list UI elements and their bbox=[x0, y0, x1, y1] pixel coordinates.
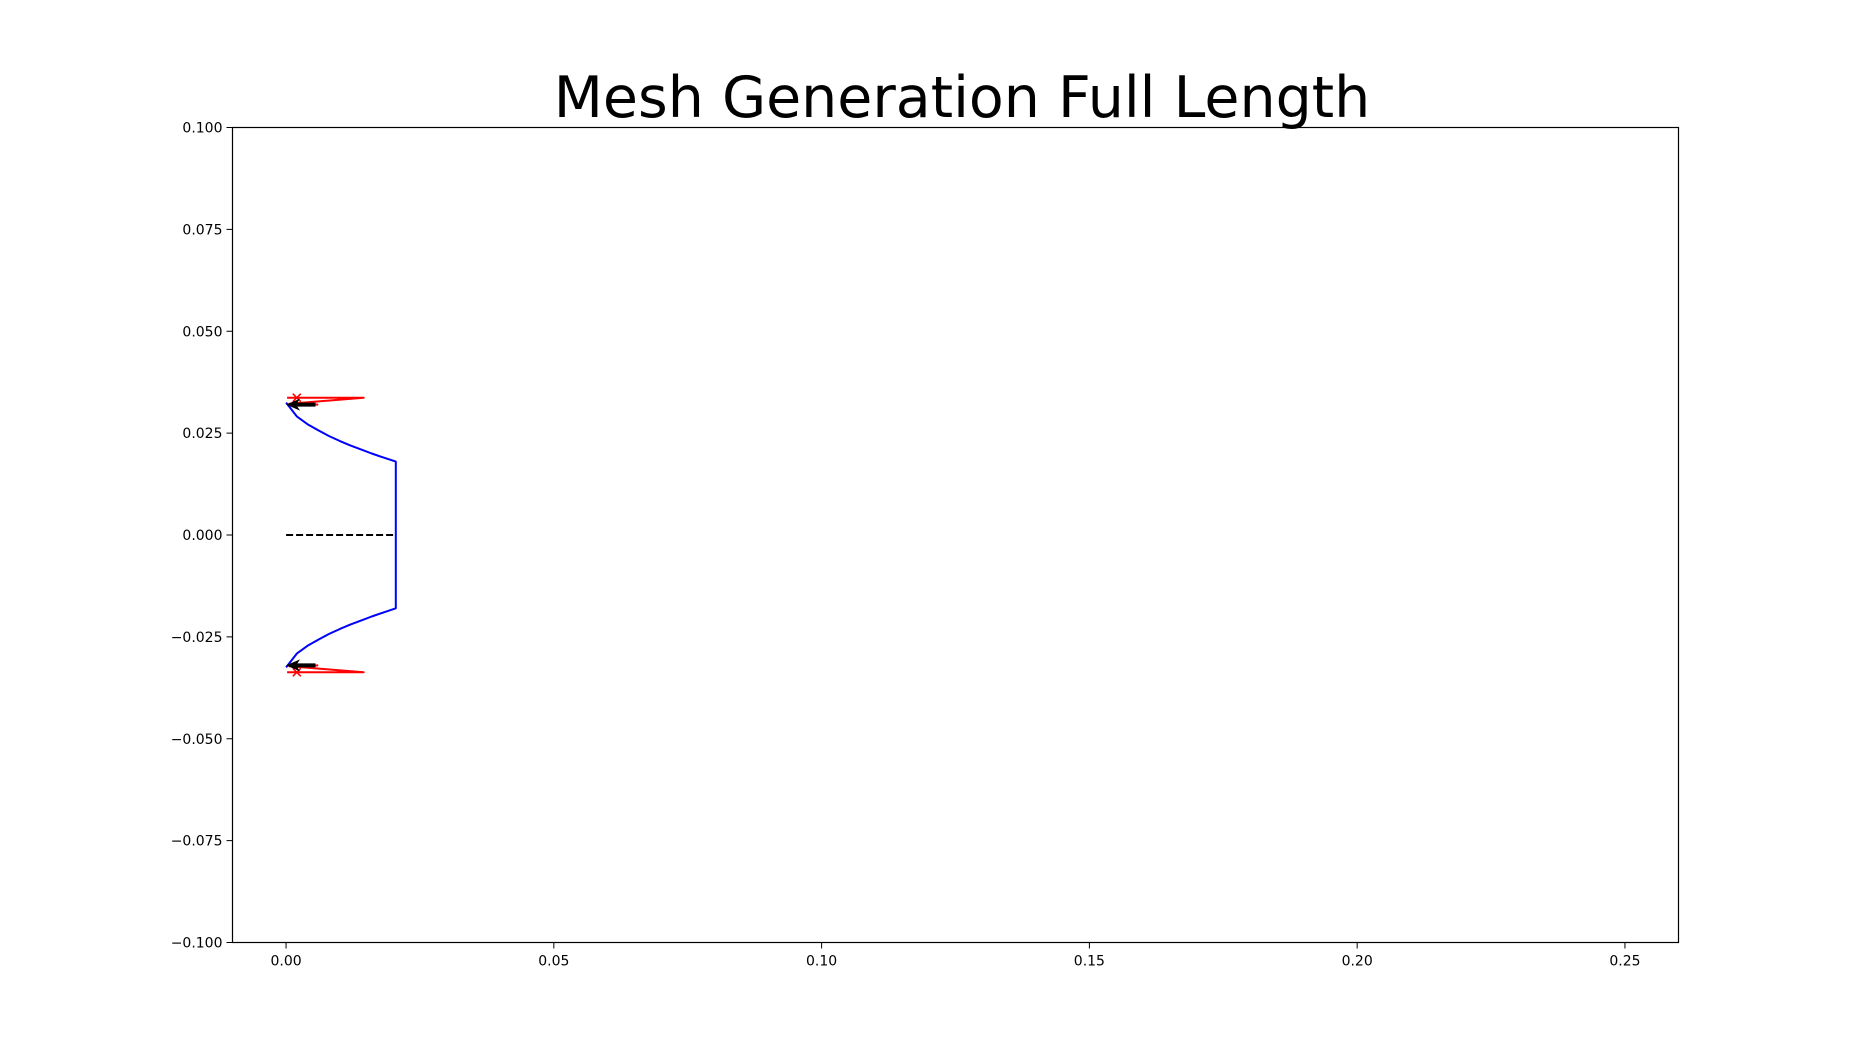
x-tick-label: 0.20 bbox=[1342, 954, 1373, 970]
x-axis: 0.00 0.05 0.10 0.15 0.20 0.25 bbox=[270, 942, 1641, 970]
x-tick-label: 0.00 bbox=[270, 954, 301, 970]
y-tick-label: −0.025 bbox=[171, 630, 223, 646]
x-tick-label: 0.15 bbox=[1074, 954, 1105, 970]
series-layer bbox=[285, 393, 397, 677]
y-tick-label: 0.000 bbox=[182, 528, 222, 544]
plot-area-frame bbox=[231, 126, 1680, 944]
y-tick-label: −0.050 bbox=[171, 732, 223, 748]
y-tick-label: 0.075 bbox=[182, 222, 222, 238]
x-marker bbox=[292, 667, 302, 677]
chart-title: Mesh Generation Full Length bbox=[554, 65, 1370, 131]
y-axis: 0.100 0.075 0.050 0.025 0.000 −0.025 −0.050 −0.… bbox=[171, 121, 233, 952]
y-tick-label: 0.025 bbox=[182, 426, 222, 442]
y-tick-label: −0.075 bbox=[171, 834, 223, 850]
y-tick-label: 0.100 bbox=[182, 121, 222, 137]
x-tick-label: 0.10 bbox=[806, 954, 837, 970]
x-tick-label: 0.05 bbox=[538, 954, 569, 970]
x-marker bbox=[292, 393, 302, 403]
y-tick-label: 0.050 bbox=[182, 324, 222, 340]
vector-arrow bbox=[286, 398, 316, 411]
vector-arrow bbox=[286, 659, 316, 672]
x-tick-label: 0.25 bbox=[1609, 954, 1640, 970]
y-tick-label: −0.100 bbox=[171, 936, 223, 952]
series-line-0 bbox=[285, 401, 397, 669]
